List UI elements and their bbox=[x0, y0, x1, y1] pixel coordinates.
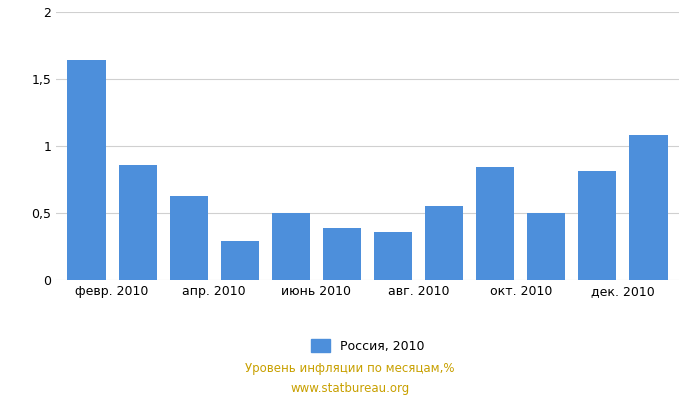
Bar bbox=[118, 165, 157, 280]
Bar bbox=[169, 196, 208, 280]
Bar bbox=[272, 213, 310, 280]
Bar bbox=[476, 168, 514, 280]
Bar bbox=[220, 241, 259, 280]
Bar bbox=[578, 172, 617, 280]
Bar bbox=[629, 135, 668, 280]
Text: Уровень инфляции по месяцам,%: Уровень инфляции по месяцам,% bbox=[245, 362, 455, 375]
Bar bbox=[527, 213, 566, 280]
Bar bbox=[323, 228, 361, 280]
Text: www.statbureau.org: www.statbureau.org bbox=[290, 382, 410, 395]
Legend: Россия, 2010: Россия, 2010 bbox=[306, 334, 429, 358]
Bar bbox=[374, 232, 412, 280]
Bar bbox=[67, 60, 106, 280]
Bar bbox=[425, 206, 463, 280]
